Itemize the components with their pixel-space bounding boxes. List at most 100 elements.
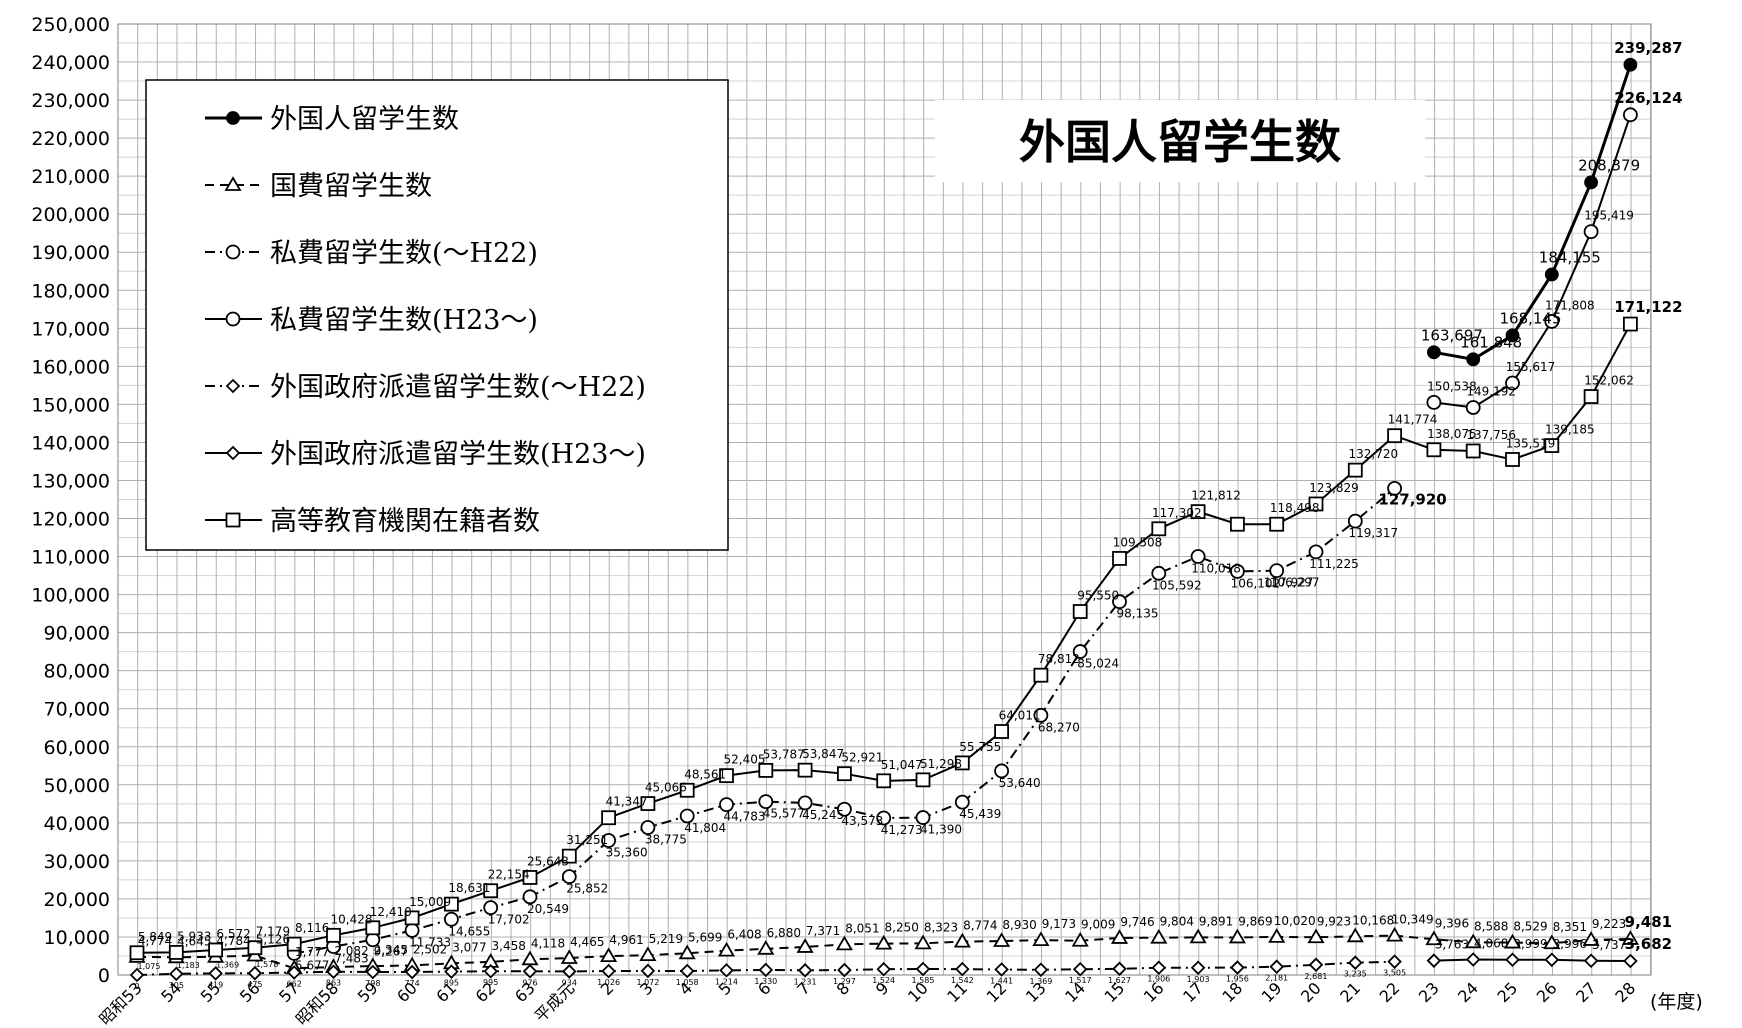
- data-label: 52,405: [724, 753, 766, 767]
- data-label: 10,168: [1352, 913, 1394, 927]
- data-label: 8,351: [1553, 920, 1587, 934]
- data-point: [914, 934, 932, 950]
- data-point: [1151, 521, 1167, 537]
- data-point: [640, 963, 656, 979]
- data-point: [1072, 604, 1088, 619]
- data-label: 139,185: [1545, 423, 1595, 437]
- data-label: 1,578: [255, 960, 278, 969]
- y-tick-label: 230,000: [31, 90, 110, 112]
- data-point: [876, 810, 892, 826]
- data-point: [1505, 952, 1520, 968]
- data-label: 1,072: [636, 978, 659, 987]
- y-axis: 0 10,000 20,000 30,000 40,000 50,000 60,000 70,…: [31, 14, 110, 987]
- data-label: 1,524: [872, 976, 895, 985]
- data-label: 12,410: [370, 905, 412, 919]
- data-label: 1,585: [912, 976, 935, 985]
- data-label: 10,020: [1274, 914, 1316, 928]
- data-point: [1582, 931, 1600, 946]
- data-label: 5,933: [177, 929, 211, 943]
- data-label: 171,808: [1545, 298, 1595, 312]
- data-label: 85,024: [1077, 657, 1119, 671]
- data-point: [1623, 316, 1638, 332]
- data-label: 127,920: [1378, 490, 1446, 508]
- data-point: [915, 810, 931, 825]
- data-point: [1426, 953, 1442, 968]
- y-tick-label: 10,000: [44, 927, 110, 949]
- y-tick-label: 90,000: [44, 623, 110, 645]
- data-point: [1268, 928, 1286, 943]
- data-label: 45,439: [959, 807, 1001, 821]
- data-label: 9,804: [1160, 915, 1194, 929]
- data-point: [1583, 953, 1599, 969]
- y-tick-label: 210,000: [31, 166, 110, 188]
- data-point: [835, 935, 853, 951]
- y-tick-label: 200,000: [31, 204, 110, 226]
- data-point: [522, 870, 538, 885]
- data-label: 4,118: [531, 936, 565, 950]
- data-point: [1503, 933, 1522, 949]
- data-label: 4,465: [570, 935, 604, 949]
- data-point: [1465, 443, 1481, 459]
- data-label: 976: [522, 978, 537, 987]
- x-tick-label: 25: [1493, 978, 1521, 1006]
- data-label: 7,483: [334, 952, 368, 966]
- data-point: [1112, 594, 1127, 610]
- data-label: 109,508: [1113, 535, 1163, 549]
- data-label: 8,774: [963, 919, 997, 933]
- data-label: 53,640: [999, 776, 1041, 790]
- data-label: 5,677: [295, 958, 329, 972]
- data-point: [1623, 107, 1638, 123]
- data-label: 43,573: [841, 814, 883, 828]
- data-point: [522, 889, 538, 905]
- data-label: 208,379: [1578, 156, 1640, 174]
- y-tick-label: 60,000: [44, 737, 110, 759]
- data-point: [443, 896, 459, 912]
- data-point: [719, 963, 734, 978]
- data-point: [1308, 957, 1324, 973]
- series-4: [129, 954, 1402, 983]
- data-point: [1544, 314, 1560, 329]
- data-point: [678, 944, 696, 960]
- data-label: 51,047: [881, 758, 923, 772]
- data-label: 1,777: [295, 945, 329, 959]
- data-point: [640, 796, 656, 811]
- data-point: [1269, 959, 1284, 974]
- data-point: [954, 794, 970, 810]
- data-label: 152,062: [1584, 374, 1634, 388]
- data-point: [226, 111, 240, 125]
- data-point: [1307, 928, 1325, 944]
- data-point: [208, 966, 223, 981]
- data-label: 5,126: [256, 933, 290, 947]
- data-label: 22,154: [488, 868, 530, 882]
- data-label: 3,235: [1344, 970, 1367, 979]
- legend-box: [145, 79, 729, 551]
- data-label: 106,297: [1270, 576, 1320, 590]
- data-label: 1,297: [833, 977, 856, 986]
- data-point: [796, 938, 814, 953]
- data-point: [444, 964, 459, 979]
- data-point: [837, 766, 852, 782]
- data-point: [286, 965, 302, 980]
- data-point: [1269, 516, 1285, 532]
- data-point: [365, 964, 381, 980]
- data-label: 9,267: [374, 945, 408, 959]
- data-label: 8,529: [1513, 920, 1547, 934]
- series-0: [1427, 57, 1638, 367]
- data-point: [1071, 931, 1089, 947]
- data-point: [483, 883, 499, 899]
- data-point: [994, 763, 1009, 779]
- data-label: 45,245: [802, 808, 844, 822]
- data-label: 110,018: [1191, 561, 1241, 575]
- data-label: 4,645: [177, 934, 211, 948]
- data-point: [1505, 375, 1520, 391]
- data-label: 161,848: [1460, 333, 1522, 351]
- y-tick-label: 100,000: [31, 585, 110, 607]
- data-label: 163,697: [1421, 326, 1483, 344]
- data-point: [1112, 961, 1127, 977]
- data-label: 1,906: [1147, 975, 1170, 984]
- data-point: [719, 768, 734, 784]
- data-point: [1505, 452, 1520, 467]
- data-label: 10,428: [331, 912, 373, 926]
- data-label: 995: [483, 978, 498, 987]
- data-point: [954, 755, 970, 771]
